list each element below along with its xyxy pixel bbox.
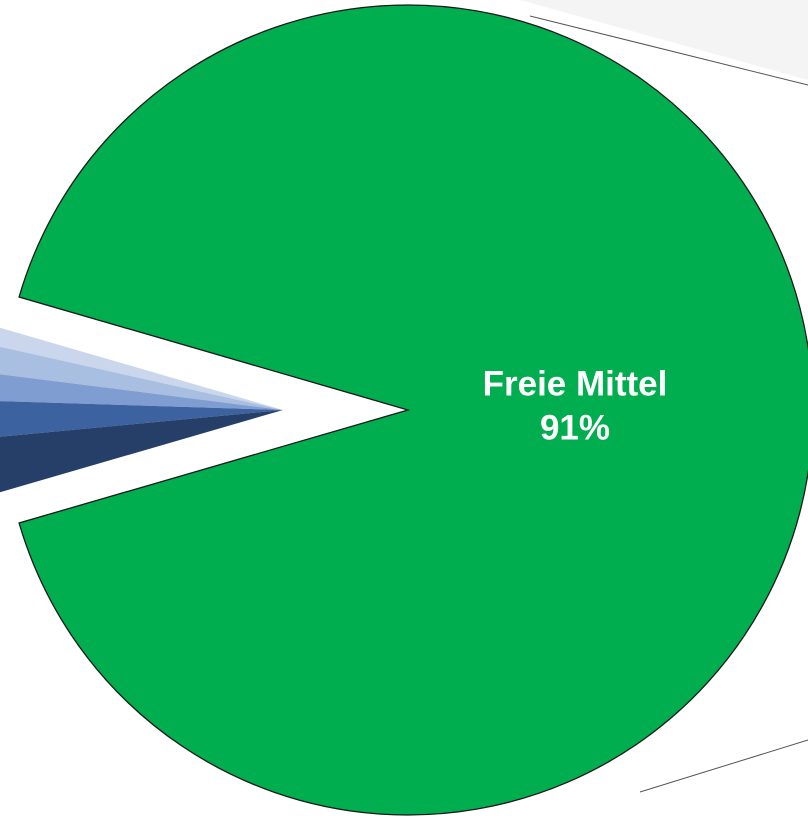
- pie-slice: [0, 410, 283, 493]
- pie-slice: [0, 374, 283, 410]
- connector-line: [529, 15, 808, 86]
- pie-slice: [0, 346, 283, 410]
- slices: [0, 4, 808, 816]
- pie-slice: [0, 327, 283, 410]
- pie-slice: [0, 401, 283, 437]
- background-shade: [520, 0, 808, 80]
- slice-value-label: 91%: [540, 408, 610, 447]
- pie-slice: [18, 4, 808, 816]
- slice-label: Freie Mittel: [483, 364, 668, 403]
- connector-line: [639, 739, 808, 793]
- labels: Freie Mittel 91%: [483, 364, 668, 447]
